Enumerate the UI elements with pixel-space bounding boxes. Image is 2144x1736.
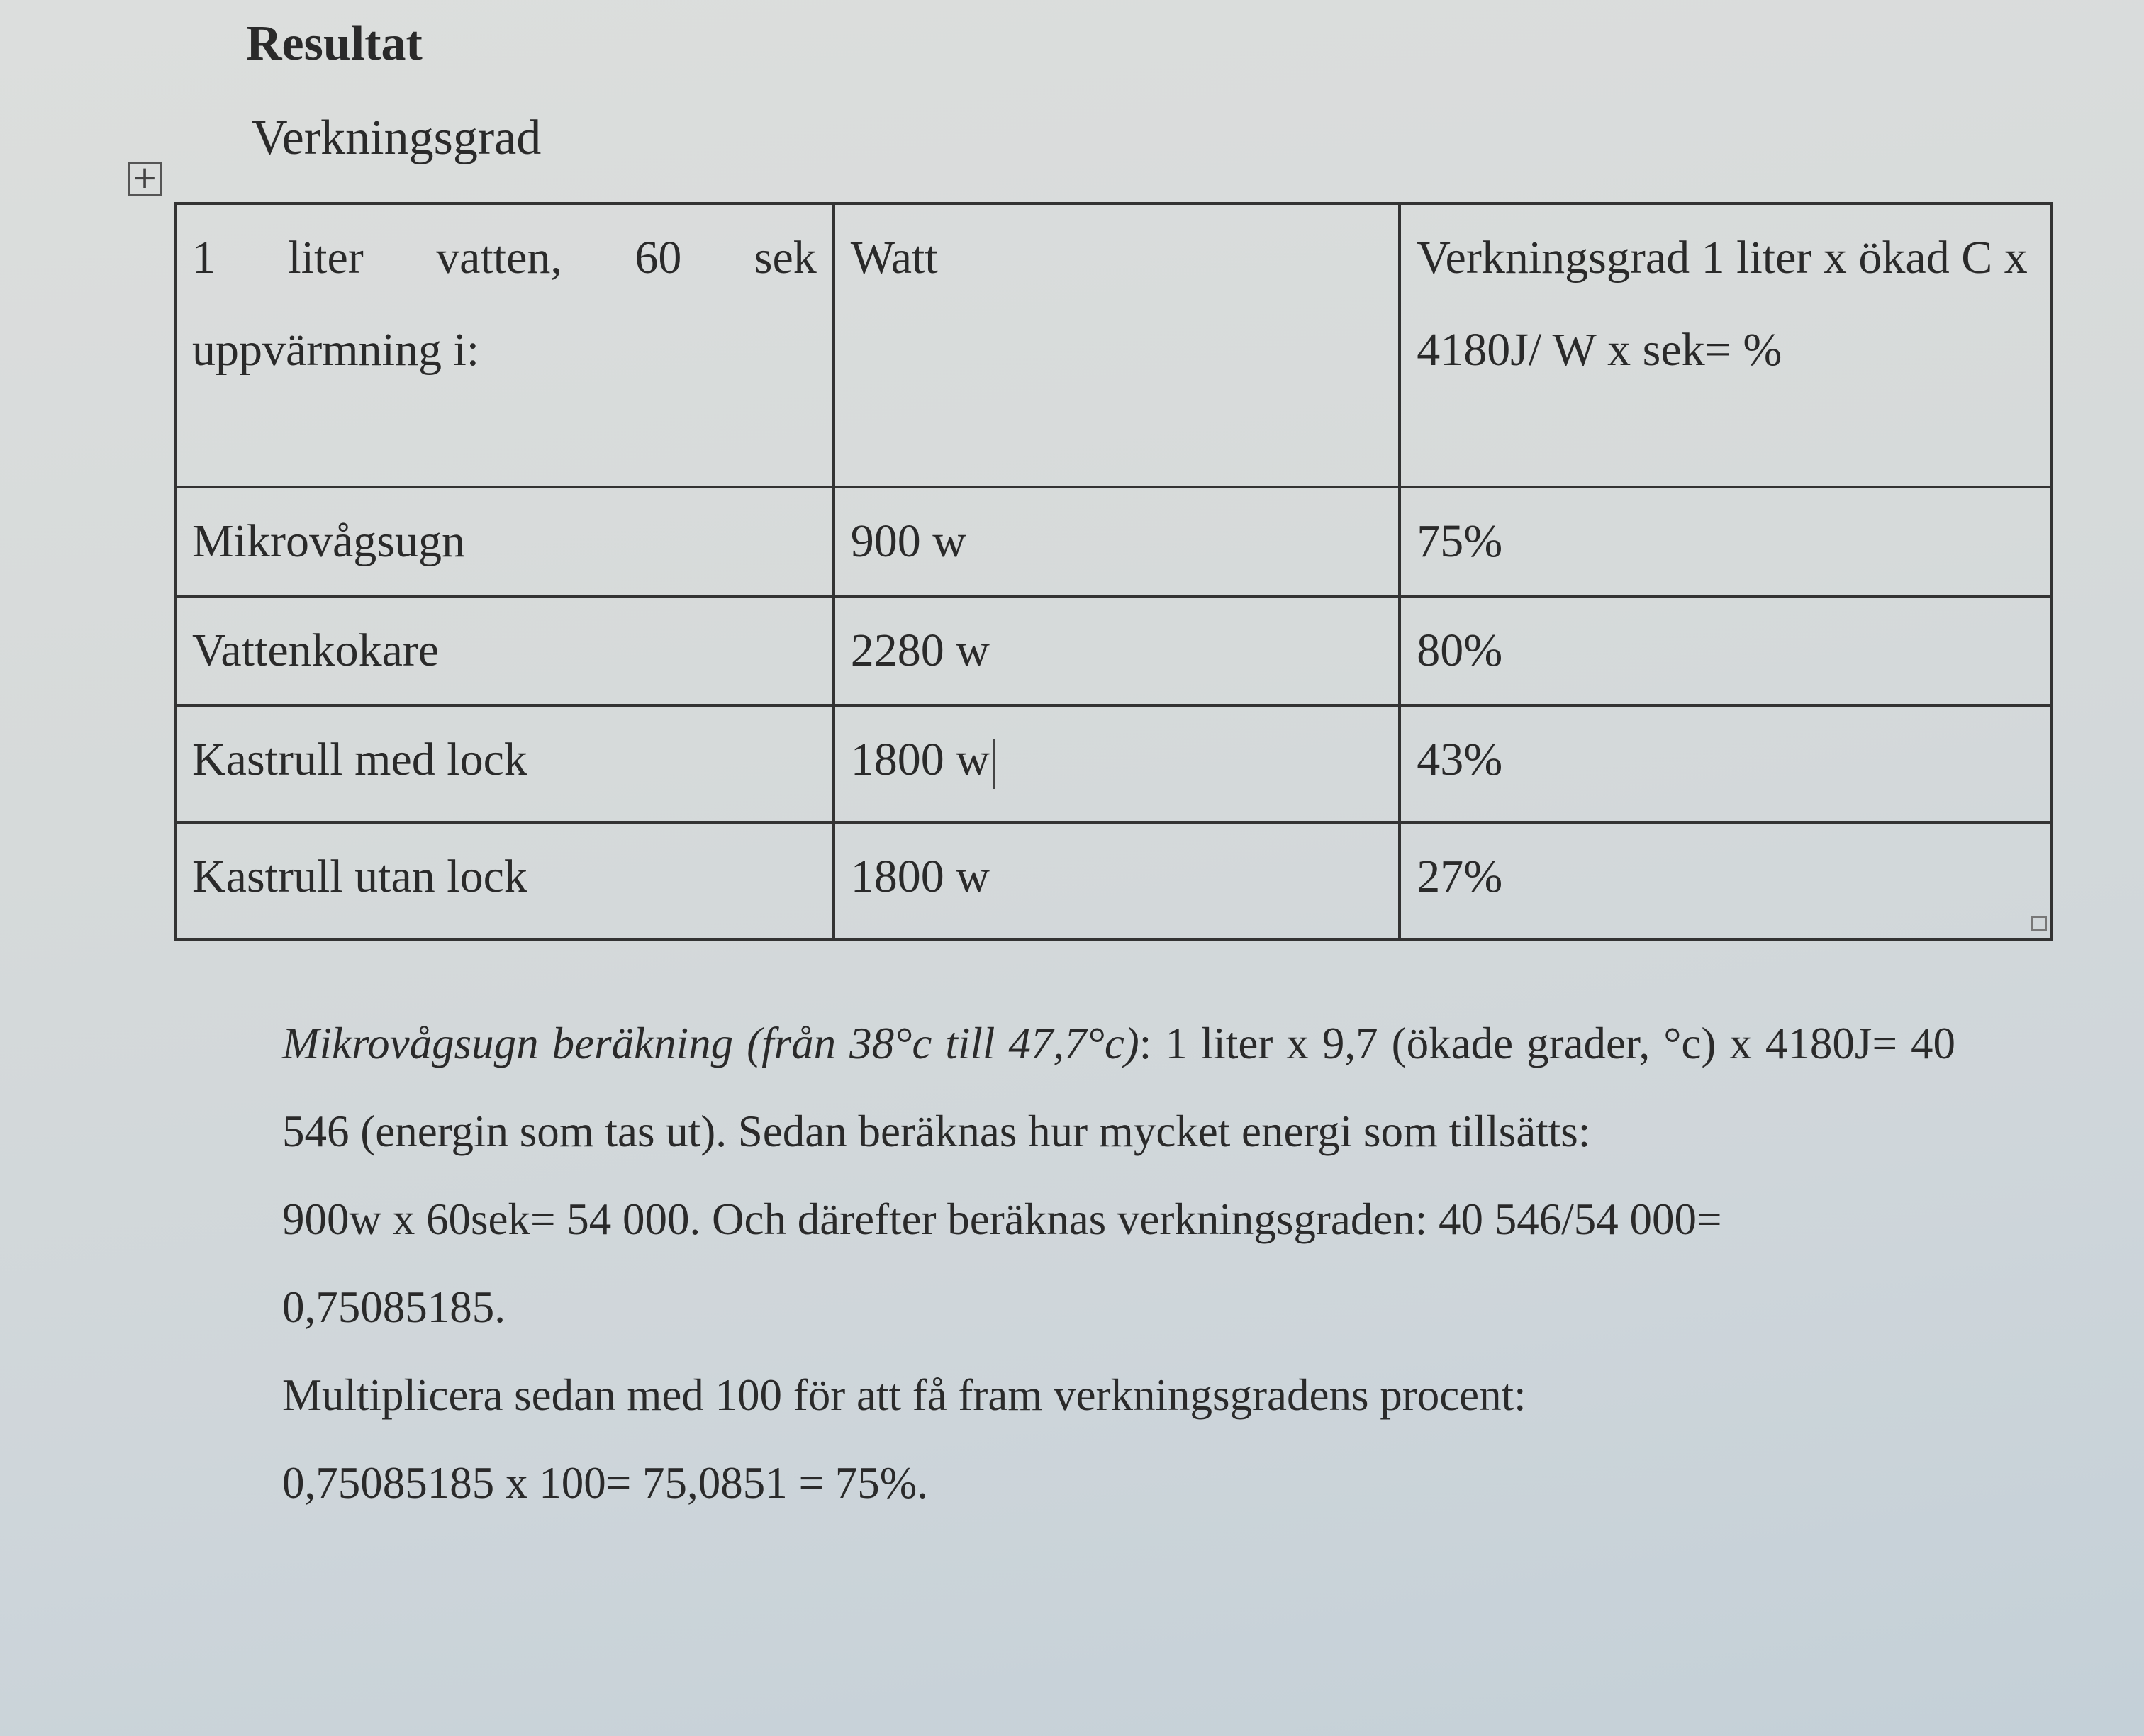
table-move-handle-icon[interactable]: + bbox=[128, 162, 162, 196]
paragraph-3: Multiplicera sedan med 100 för att få fr… bbox=[282, 1370, 1526, 1420]
header-cell[interactable]: Watt bbox=[832, 202, 1402, 488]
paragraph-4: 0,75085185 x 100= 75,0851 = 75%. bbox=[282, 1458, 929, 1508]
paragraph-2: 900w x 60sek= 54 000. Och därefter beräk… bbox=[282, 1194, 1722, 1332]
cell[interactable]: Kastrull utan lock bbox=[174, 821, 835, 941]
table-row: Kastrull utan lock 1800 w 27% bbox=[174, 821, 2053, 941]
paragraph-1: Mikrovågsugn beräkning (från 38°c till 4… bbox=[282, 1019, 1956, 1156]
cell[interactable]: 43% bbox=[1398, 704, 2053, 824]
table-row: Mikrovågsugn 900 w 75% bbox=[174, 486, 2053, 598]
text-cursor-icon bbox=[992, 739, 1000, 789]
table-header-row: 1 liter vatten, 60 sek uppvärmning i: Wa… bbox=[174, 202, 2053, 488]
cell[interactable]: 2280 w bbox=[832, 595, 1402, 707]
cell[interactable]: Mikrovågsugn bbox=[174, 486, 835, 598]
cell[interactable]: 900 w bbox=[832, 486, 1402, 598]
heading-resultat: Resultat bbox=[246, 16, 423, 71]
cell[interactable]: 75% bbox=[1398, 486, 2053, 598]
cell[interactable]: Kastrull med lock bbox=[174, 704, 835, 824]
table-row: Vattenkokare 2280 w 80% bbox=[174, 595, 2053, 707]
cell[interactable]: Vattenkokare bbox=[174, 595, 835, 707]
efficiency-table: 1 liter vatten, 60 sek uppvärmning i: Wa… bbox=[174, 202, 2053, 941]
header-cell[interactable]: 1 liter vatten, 60 sek uppvärmning i: bbox=[174, 202, 835, 488]
cell[interactable]: 27% bbox=[1398, 821, 2053, 941]
calculation-text: Mikrovågsugn beräkning (från 38°c till 4… bbox=[282, 999, 1955, 1527]
cell[interactable]: 1800 w bbox=[832, 704, 1402, 824]
cell[interactable]: 1800 w bbox=[832, 821, 1402, 941]
cell[interactable]: 80% bbox=[1398, 595, 2053, 707]
header-cell[interactable]: Verkningsgrad 1 liter x ökad C x 4180J/ … bbox=[1398, 202, 2053, 488]
heading-verkningsgrad: Verkningsgrad bbox=[252, 111, 542, 165]
table-row: Kastrull med lock 1800 w 43% bbox=[174, 704, 2053, 824]
table-resize-handle-icon[interactable] bbox=[2031, 916, 2047, 931]
